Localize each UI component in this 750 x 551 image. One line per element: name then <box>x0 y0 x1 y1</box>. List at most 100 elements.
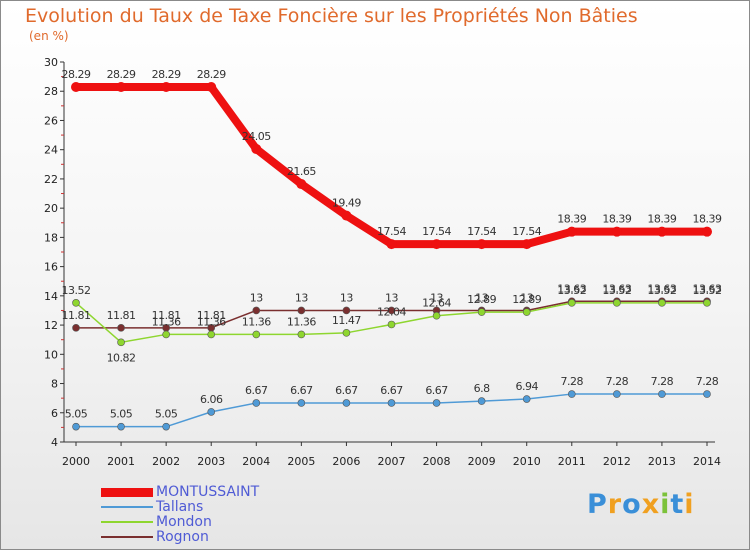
unit-label: (en %) <box>29 29 69 43</box>
data-point <box>251 143 262 154</box>
x-tick-label: 2006 <box>332 455 360 468</box>
data-point <box>432 399 441 407</box>
data-point <box>117 324 125 332</box>
data-point <box>207 408 216 416</box>
data-label: 18.39 <box>557 213 586 226</box>
data-point <box>252 330 261 339</box>
data-point <box>702 226 712 237</box>
data-label: 13 <box>295 291 308 304</box>
data-label: 11.81 <box>62 309 91 322</box>
logo-letter: P <box>587 489 608 520</box>
data-point <box>116 81 127 92</box>
data-label: 11.81 <box>107 309 136 322</box>
data-point <box>477 397 486 405</box>
data-label: 13 <box>520 291 533 304</box>
y-tick-label: 24 <box>44 144 58 157</box>
x-tick-label: 2011 <box>558 455 586 468</box>
data-label: 6.8 <box>474 382 490 395</box>
data-label: 28.29 <box>62 68 91 81</box>
data-label: 13.52 <box>693 284 722 297</box>
data-point <box>387 399 396 407</box>
legend-swatch-rognon <box>101 536 153 538</box>
data-label: 13.52 <box>62 284 91 297</box>
data-point <box>342 306 351 315</box>
data-label: 6.06 <box>200 393 223 406</box>
y-tick-label: 26 <box>44 114 58 127</box>
data-point <box>476 239 487 250</box>
y-tick-label: 8 <box>51 378 58 391</box>
data-label: 18.39 <box>693 213 722 226</box>
data-point <box>567 390 576 398</box>
data-point <box>703 390 711 398</box>
x-tick-label: 2012 <box>603 455 631 468</box>
data-point <box>252 399 261 407</box>
data-point <box>71 81 81 92</box>
data-point <box>297 306 306 315</box>
x-tick-label: 2010 <box>513 455 541 468</box>
data-point <box>613 390 621 398</box>
data-point <box>117 422 125 431</box>
data-label: 13 <box>475 291 488 304</box>
data-label: 13 <box>385 291 398 304</box>
data-label: 5.05 <box>110 408 133 421</box>
logo-letter: i <box>684 489 695 520</box>
data-label: 10.82 <box>107 351 136 364</box>
data-label: 13.52 <box>602 284 631 297</box>
x-tick-label: 2001 <box>107 455 135 468</box>
data-label: 18.39 <box>647 213 676 226</box>
data-label: 12.89 <box>512 293 541 306</box>
y-tick-label: 6 <box>51 407 58 420</box>
data-label: 13.63 <box>693 282 722 295</box>
data-label: 12.89 <box>467 293 496 306</box>
legend-swatch-mondon <box>101 521 153 523</box>
data-label: 28.29 <box>107 68 136 81</box>
data-point <box>252 306 261 315</box>
data-label: 11.36 <box>197 315 226 328</box>
data-label: 17.54 <box>422 225 451 238</box>
data-label: 11.36 <box>242 315 271 328</box>
data-label: 24.05 <box>242 130 271 143</box>
data-label: 12.64 <box>422 297 451 310</box>
data-point <box>566 226 577 237</box>
data-label: 13.63 <box>602 282 631 295</box>
data-label: 13 <box>250 291 263 304</box>
data-label: 28.29 <box>152 68 181 81</box>
x-tick-label: 2004 <box>242 455 270 468</box>
data-point <box>703 299 711 307</box>
y-tick-label: 14 <box>44 290 58 303</box>
data-point <box>567 299 576 307</box>
data-point <box>72 422 80 431</box>
data-label: 13.63 <box>647 282 676 295</box>
data-point <box>431 239 442 250</box>
y-tick-label: 22 <box>44 173 58 186</box>
data-label: 17.54 <box>512 225 541 238</box>
data-point <box>297 330 306 339</box>
data-label: 6.67 <box>245 384 268 397</box>
data-point <box>297 399 306 407</box>
data-point <box>161 81 172 92</box>
data-point <box>521 239 532 250</box>
y-tick-label: 28 <box>44 85 58 98</box>
data-point <box>611 226 622 237</box>
data-point <box>162 330 170 339</box>
logo-letter: o <box>622 489 642 520</box>
proxiti-logo: Proxiti <box>587 489 695 520</box>
data-label: 11.36 <box>152 315 181 328</box>
logo-letter: r <box>607 489 623 520</box>
data-label: 7.28 <box>696 375 719 388</box>
legend-label: Tallans <box>156 499 204 515</box>
data-point <box>72 299 80 307</box>
data-point <box>341 210 352 221</box>
data-label: 7.28 <box>561 375 584 388</box>
data-point <box>342 399 351 407</box>
data-label: 11.47 <box>332 314 361 327</box>
data-label: 7.28 <box>651 375 674 388</box>
y-tick-label: 16 <box>44 261 58 274</box>
data-label: 6.67 <box>290 384 313 397</box>
y-tick-label: 20 <box>44 202 58 215</box>
logo-letter: i <box>660 489 671 520</box>
x-tick-label: 2008 <box>423 455 451 468</box>
data-point <box>477 308 486 316</box>
data-label: 17.54 <box>467 225 496 238</box>
